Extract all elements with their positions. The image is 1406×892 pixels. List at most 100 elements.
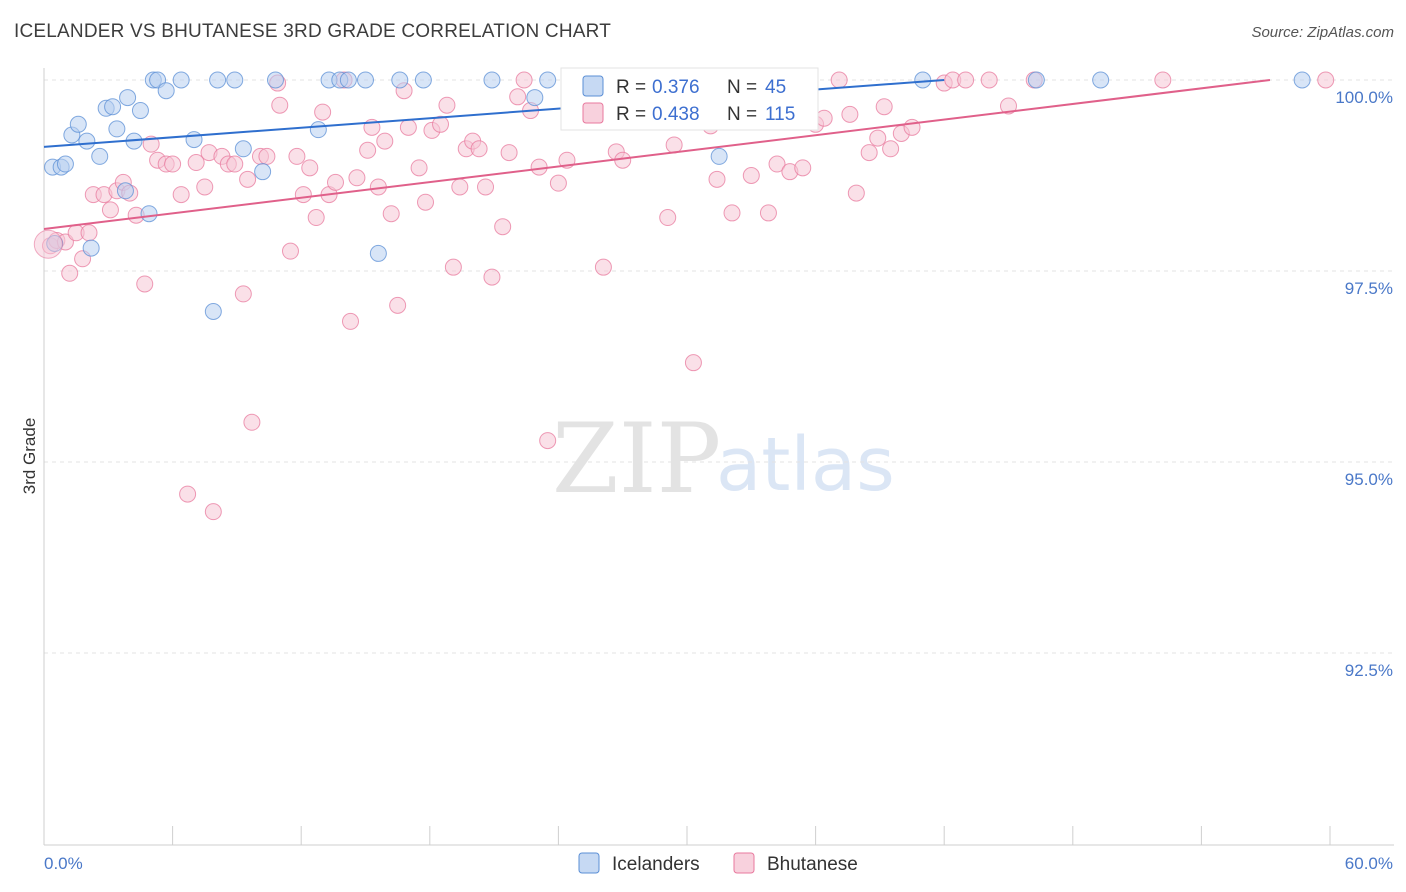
icelanders-point	[131, 102, 149, 120]
icelanders-point	[1293, 71, 1311, 89]
watermark-zip: ZIP	[552, 403, 721, 515]
icelanders-point	[483, 71, 501, 89]
bhutanese-point	[494, 218, 512, 236]
bhutanese-point	[847, 184, 865, 202]
bhutanese-point	[451, 178, 469, 196]
bhutanese-point	[164, 155, 182, 173]
bhutanese-point	[348, 169, 366, 187]
y-tick-label: 92.5%	[1345, 661, 1393, 680]
bhutanese-point	[243, 413, 261, 431]
bhutanese-point	[80, 224, 98, 242]
bhutanese-point	[515, 71, 533, 89]
bhutanese-point	[61, 264, 79, 282]
bhutanese-point	[470, 140, 488, 158]
bhutanese-point	[444, 258, 462, 276]
bhutanese-point	[258, 147, 276, 165]
x-tick-label: 0.0%	[44, 854, 83, 873]
bhutanese-point	[281, 242, 299, 260]
watermark-atlas: atlas	[716, 422, 895, 508]
legend-swatch	[582, 75, 604, 97]
bhutanese-point	[288, 147, 306, 165]
correlation-legend: R = 0.376 N = 45 R = 0.438 N = 115	[560, 67, 819, 131]
bhutanese-point	[768, 155, 786, 173]
icelanders-point	[226, 71, 244, 89]
bhutanese-point	[301, 159, 319, 177]
bhutanese-point	[399, 118, 417, 136]
icelanders-point	[369, 244, 387, 262]
bhutanese-point	[438, 96, 456, 114]
icelanders-point	[526, 89, 544, 107]
bhutanese-point	[432, 115, 450, 133]
bhutanese-point	[903, 118, 921, 136]
series-legend: Icelanders Bhutanese	[578, 852, 858, 875]
icelanders-point	[157, 82, 175, 100]
series-legend-label: Bhutanese	[767, 854, 858, 875]
chart-title: ICELANDER VS BHUTANESE 3RD GRADE CORRELA…	[14, 21, 611, 42]
legend-n-label: N =	[727, 104, 757, 125]
watermark: ZIP atlas	[552, 403, 895, 515]
bhutanese-point	[708, 170, 726, 188]
bhutanese-point	[226, 155, 244, 173]
series-legend-label: Icelanders	[612, 854, 700, 875]
icelanders-point	[1092, 71, 1110, 89]
bhutanese-point	[794, 159, 812, 177]
bhutanese-cluster-point	[33, 229, 63, 259]
bhutanese-trendline	[43, 79, 1271, 230]
bhutanese-point	[869, 129, 887, 147]
bhutanese-point	[1000, 97, 1017, 115]
icelanders-point	[209, 71, 227, 89]
bhutanese-point	[307, 209, 325, 227]
y-axis-label: 3rd Grade	[20, 418, 39, 495]
bhutanese-point	[204, 503, 222, 521]
icelanders-point	[234, 140, 252, 158]
bhutanese-point	[742, 167, 760, 184]
bhutanese-point	[957, 71, 975, 89]
icelanders-point	[108, 120, 126, 138]
series-legend-swatch	[733, 852, 755, 874]
bhutanese-point	[659, 209, 677, 227]
icelanders-point	[710, 147, 728, 165]
icelanders-point	[82, 239, 100, 257]
bhutanese-point	[389, 296, 407, 314]
bhutanese-point	[549, 174, 567, 192]
bhutanese-point	[314, 103, 332, 121]
icelanders-point	[204, 302, 222, 320]
bhutanese-point	[417, 193, 435, 211]
icelanders-point	[309, 121, 327, 139]
legend-r-value: 0.376	[652, 77, 700, 98]
bhutanese-point	[815, 109, 833, 127]
bhutanese-point	[376, 132, 394, 150]
bhutanese-point	[179, 485, 197, 503]
icelanders-point	[391, 71, 409, 89]
bhutanese-point	[882, 140, 900, 158]
bhutanese-point	[187, 154, 205, 172]
legend-swatch	[582, 102, 604, 124]
series-legend-swatch	[578, 852, 600, 874]
icelanders-point	[914, 71, 932, 89]
bhutanese-point	[500, 144, 518, 162]
bhutanese-point	[539, 432, 557, 450]
bhutanese-point	[759, 204, 777, 222]
axes	[43, 68, 1394, 846]
icelanders-point	[104, 98, 122, 116]
icelanders-point	[172, 71, 190, 89]
bhutanese-point	[483, 268, 501, 286]
legend-box	[560, 67, 819, 131]
gridlines	[44, 79, 1394, 654]
bhutanese-point	[723, 204, 741, 222]
icelanders-point	[56, 155, 74, 173]
legend-r-label: R =	[616, 77, 646, 98]
legend-n-value: 45	[765, 77, 786, 98]
legend-r-value: 0.438	[652, 104, 700, 125]
icelanders-point	[140, 205, 158, 223]
y-tick-label: 95.0%	[1345, 470, 1393, 489]
bhutanese-point	[234, 285, 252, 303]
icelanders-point	[116, 182, 134, 200]
y-tick-labels: 100.0% 97.5% 95.0% 92.5%	[1335, 88, 1393, 680]
icelanders-point	[91, 147, 109, 165]
bhutanese-point	[1317, 71, 1335, 89]
bhutanese-point	[382, 205, 400, 223]
bhutanese-point	[875, 98, 893, 116]
x-tick-labels: 0.0% 60.0%	[44, 854, 1393, 873]
